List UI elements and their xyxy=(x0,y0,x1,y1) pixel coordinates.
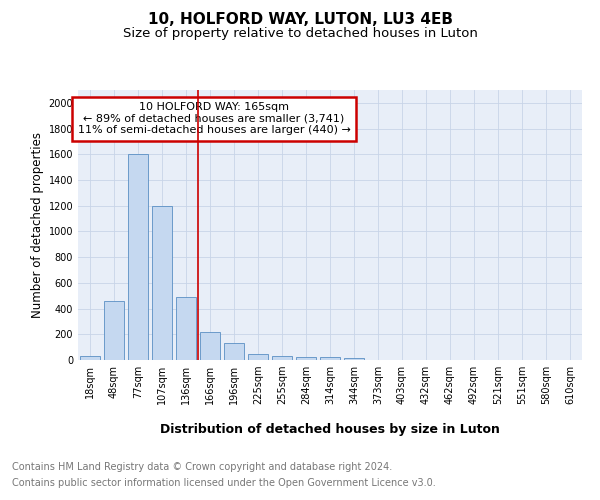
Text: Distribution of detached houses by size in Luton: Distribution of detached houses by size … xyxy=(160,422,500,436)
Y-axis label: Number of detached properties: Number of detached properties xyxy=(31,132,44,318)
Text: Contains HM Land Registry data © Crown copyright and database right 2024.: Contains HM Land Registry data © Crown c… xyxy=(12,462,392,472)
Bar xyxy=(104,301,124,360)
Text: Size of property relative to detached houses in Luton: Size of property relative to detached ho… xyxy=(122,28,478,40)
Bar xyxy=(320,358,340,360)
Text: Contains public sector information licensed under the Open Government Licence v3: Contains public sector information licen… xyxy=(12,478,436,488)
Bar xyxy=(224,344,244,360)
Bar xyxy=(128,154,148,360)
Bar xyxy=(272,356,292,360)
Text: 10 HOLFORD WAY: 165sqm
← 89% of detached houses are smaller (3,741)
11% of semi-: 10 HOLFORD WAY: 165sqm ← 89% of detached… xyxy=(77,102,350,136)
Bar xyxy=(152,206,172,360)
Bar xyxy=(80,356,100,360)
Bar xyxy=(176,297,196,360)
Bar xyxy=(248,354,268,360)
Bar xyxy=(296,358,316,360)
Bar xyxy=(344,358,364,360)
Bar xyxy=(200,332,220,360)
Text: 10, HOLFORD WAY, LUTON, LU3 4EB: 10, HOLFORD WAY, LUTON, LU3 4EB xyxy=(148,12,452,28)
